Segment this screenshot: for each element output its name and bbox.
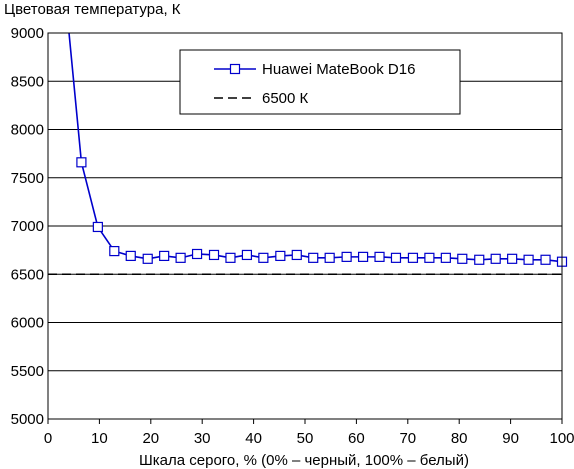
y-tick-label: 6500 xyxy=(11,266,44,283)
data-point-marker xyxy=(191,248,203,260)
data-point-marker xyxy=(92,221,103,233)
data-point-marker xyxy=(374,251,385,262)
data-point-marker xyxy=(457,253,468,264)
data-point-marker xyxy=(76,157,87,168)
data-point-marker xyxy=(474,254,485,265)
x-tick-label: 60 xyxy=(348,430,365,447)
x-axis-title: Шкала серого, % (0% – черный, 100% – бел… xyxy=(139,452,469,469)
data-point-marker xyxy=(440,252,451,263)
data-point-marker xyxy=(424,252,435,263)
x-tick-label: 20 xyxy=(142,430,159,447)
y-tick-label: 8000 xyxy=(11,122,44,139)
data-point-marker xyxy=(208,249,220,261)
y-tick-label: 7000 xyxy=(11,218,44,235)
data-point-marker xyxy=(308,252,319,263)
x-tick-label: 100 xyxy=(549,430,574,447)
x-tick-label: 40 xyxy=(245,430,262,447)
y-tick-label: 5500 xyxy=(11,363,44,380)
data-point-marker xyxy=(125,250,136,262)
data-point-marker xyxy=(142,253,153,264)
legend-label-matebook: Huawei MateBook D16 xyxy=(262,61,415,78)
data-point-marker xyxy=(159,250,170,262)
data-point-marker xyxy=(357,251,369,262)
x-tick-label: 50 xyxy=(297,430,314,447)
y-tick-label: 9000 xyxy=(11,25,44,42)
plot-series xyxy=(48,33,568,275)
y-tick-label: 5000 xyxy=(11,411,44,428)
y-axis-title: Цветовая температура, К xyxy=(4,1,181,18)
data-point-marker xyxy=(490,253,501,264)
data-point-marker xyxy=(291,249,302,261)
x-tick-label: 70 xyxy=(399,430,416,447)
data-point-marker xyxy=(275,250,286,262)
legend-label-6500k: 6500 К xyxy=(262,90,309,107)
y-tick-label: 8500 xyxy=(11,73,44,90)
x-tick-label: 90 xyxy=(502,430,519,447)
x-tick-label: 80 xyxy=(451,430,468,447)
legend-box xyxy=(179,49,461,115)
data-point-marker xyxy=(390,252,402,263)
data-point-marker xyxy=(241,249,253,261)
plot-frame xyxy=(47,32,563,420)
x-axis-ticks: 0 10 20 30 40 50 60 70 80 90 100 xyxy=(44,419,574,447)
y-axis-ticks: 5000 5500 6000 6500 7000 7500 8000 8500 9000 xyxy=(11,25,44,428)
legend-marker-matebook xyxy=(229,63,241,75)
data-point-marker xyxy=(341,251,352,262)
x-tick-label: 0 xyxy=(44,430,52,447)
x-tick-label: 10 xyxy=(91,430,108,447)
data-point-marker xyxy=(324,252,335,263)
data-point-marker xyxy=(540,254,551,265)
data-point-marker xyxy=(507,253,518,264)
legend: Huawei MateBook D16 6500 К xyxy=(179,49,461,115)
data-point-marker xyxy=(523,254,534,265)
data-point-marker xyxy=(407,252,419,263)
x-tick-label: 30 xyxy=(194,430,211,447)
data-point-marker xyxy=(225,252,236,263)
y-tick-label: 7500 xyxy=(11,170,44,187)
data-point-marker xyxy=(109,245,120,257)
y-tick-label: 6000 xyxy=(11,315,44,332)
data-point-marker xyxy=(258,252,269,263)
data-point-marker xyxy=(175,252,186,263)
